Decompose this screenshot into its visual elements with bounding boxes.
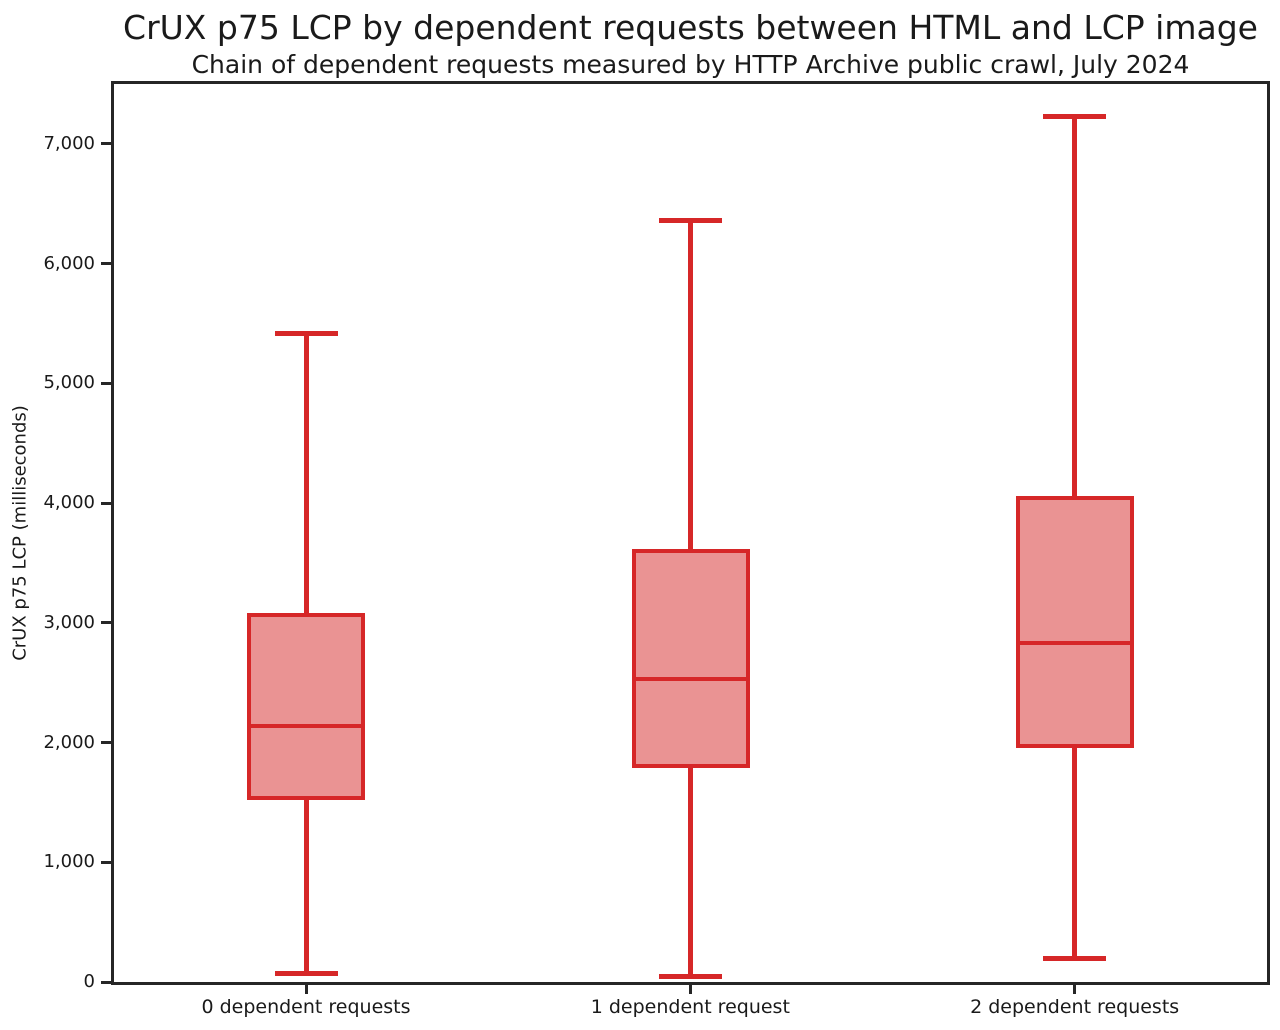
y-axis-tick [101,621,111,625]
chart-subtitle: Chain of dependent requests measured by … [191,50,1190,79]
chart-title: CrUX p75 LCP by dependent requests betwe… [123,8,1258,47]
upper-whisker-cap [1043,113,1107,119]
lower-whisker [1072,747,1078,959]
x-tick-label: 1 dependent request [590,996,790,1018]
y-tick-label: 7,000 [43,132,95,154]
plot-area: CrUX p75 LCP (milliseconds) 0 1,000 2,000 3… [10,81,1270,1018]
x-tick-label: 2 dependent requests [970,996,1180,1018]
y-axis-tick [101,860,111,864]
y-tick-label: 3,000 [43,611,95,633]
y-tick-label: 0 [83,971,95,992]
upper-whisker [1072,116,1078,496]
lower-whisker [688,767,693,976]
y-axis-label: CrUX p75 LCP (milliseconds) [9,405,31,661]
upper-whisker-cap [274,330,338,336]
y-tick-label: 5,000 [43,372,95,394]
lower-whisker-cap [1043,955,1107,961]
x-axis-tick [304,985,308,994]
upper-whisker-cap [659,217,722,223]
y-tick-label: 4,000 [43,492,95,514]
x-axis-tick [1073,985,1077,994]
y-axis-tick [101,501,111,505]
y-axis-tick [101,741,111,745]
lower-whisker-cap [659,973,722,979]
median-line [247,723,366,729]
x-tick-label: 0 dependent requests [201,996,411,1018]
y-axis-tick [101,142,111,146]
y-tick-label: 2,000 [43,731,95,753]
y-axis-tick [101,980,111,984]
x-axis-tick [689,985,692,994]
lower-whisker [303,800,309,973]
median-line [1015,640,1134,646]
y-axis-tick [101,262,111,266]
y-tick-label: 1,000 [43,851,95,873]
median-line [631,676,750,682]
upper-whisker [688,220,693,549]
y-tick-label: 6,000 [43,252,95,274]
lower-whisker-cap [274,970,338,976]
iqr-box [247,613,366,800]
iqr-box [631,548,750,768]
upper-whisker [303,333,309,614]
y-axis-tick [101,381,111,385]
iqr-box [1015,495,1134,748]
